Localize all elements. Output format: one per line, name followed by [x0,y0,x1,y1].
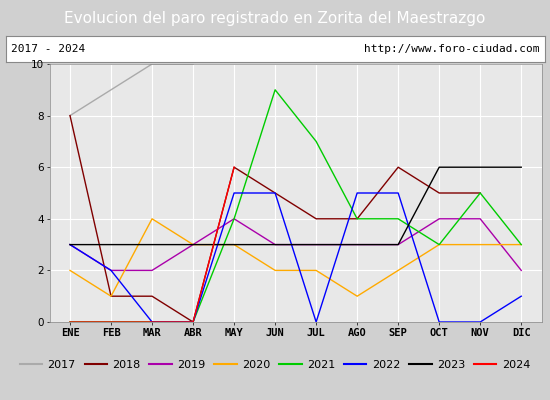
2023 [231,242,238,247]
2019 [148,268,155,273]
2020 [272,268,278,273]
Line: 2019: 2019 [70,219,521,270]
2017 [190,62,196,66]
2023 [148,242,155,247]
2022 [395,190,402,195]
Line: 2022: 2022 [70,193,521,322]
2023 [313,242,320,247]
2019 [67,242,73,247]
2022 [67,242,73,247]
Line: 2023: 2023 [70,167,521,244]
Text: 2017 - 2024: 2017 - 2024 [11,44,85,54]
2022 [231,190,238,195]
2021 [190,320,196,324]
2021 [354,216,360,221]
2022 [190,320,196,324]
2020 [518,242,525,247]
Text: Evolucion del paro registrado en Zorita del Maestrazgo: Evolucion del paro registrado en Zorita … [64,10,486,26]
2023 [354,242,360,247]
2023 [395,242,402,247]
2017 [67,113,73,118]
2023 [477,165,483,170]
2023 [272,242,278,247]
2024 [231,165,238,170]
2018 [354,216,360,221]
2020 [190,242,196,247]
2019 [518,268,525,273]
2020 [148,216,155,221]
2022 [313,320,320,324]
2022 [108,268,114,273]
2019 [108,268,114,273]
2020 [477,242,483,247]
2019 [272,242,278,247]
2022 [436,320,443,324]
2020 [354,294,360,298]
Line: 2021: 2021 [70,90,521,322]
2017 [108,87,114,92]
2020 [313,268,320,273]
2018 [190,320,196,324]
2023 [518,165,525,170]
2021 [395,216,402,221]
2024 [190,320,196,324]
2022 [477,320,483,324]
2019 [477,216,483,221]
2021 [313,139,320,144]
2024 [67,320,73,324]
2019 [313,242,320,247]
2019 [354,242,360,247]
2019 [395,242,402,247]
2018 [272,190,278,195]
2022 [518,294,525,298]
2021 [518,242,525,247]
2020 [67,268,73,273]
2018 [231,165,238,170]
2019 [436,216,443,221]
2022 [354,190,360,195]
2018 [436,190,443,195]
2019 [190,242,196,247]
2020 [436,242,443,247]
Line: 2018: 2018 [70,116,480,322]
2023 [436,165,443,170]
2021 [231,216,238,221]
2021 [477,190,483,195]
2018 [67,113,73,118]
2021 [436,242,443,247]
2023 [108,242,114,247]
2018 [313,216,320,221]
Line: 2020: 2020 [70,219,521,296]
2018 [148,294,155,298]
2020 [395,268,402,273]
Line: 2024: 2024 [70,167,234,322]
2018 [395,165,402,170]
2021 [148,320,155,324]
2022 [148,320,155,324]
2021 [272,87,278,92]
Legend: 2017, 2018, 2019, 2020, 2021, 2022, 2023, 2024: 2017, 2018, 2019, 2020, 2021, 2022, 2023… [15,356,535,374]
2021 [67,320,73,324]
2020 [108,294,114,298]
Text: http://www.foro-ciudad.com: http://www.foro-ciudad.com [364,44,539,54]
2023 [67,242,73,247]
2023 [190,242,196,247]
2017 [148,62,155,66]
Line: 2017: 2017 [70,64,193,116]
2018 [477,190,483,195]
2019 [231,216,238,221]
2022 [272,190,278,195]
2018 [108,294,114,298]
2020 [231,242,238,247]
2021 [108,320,114,324]
